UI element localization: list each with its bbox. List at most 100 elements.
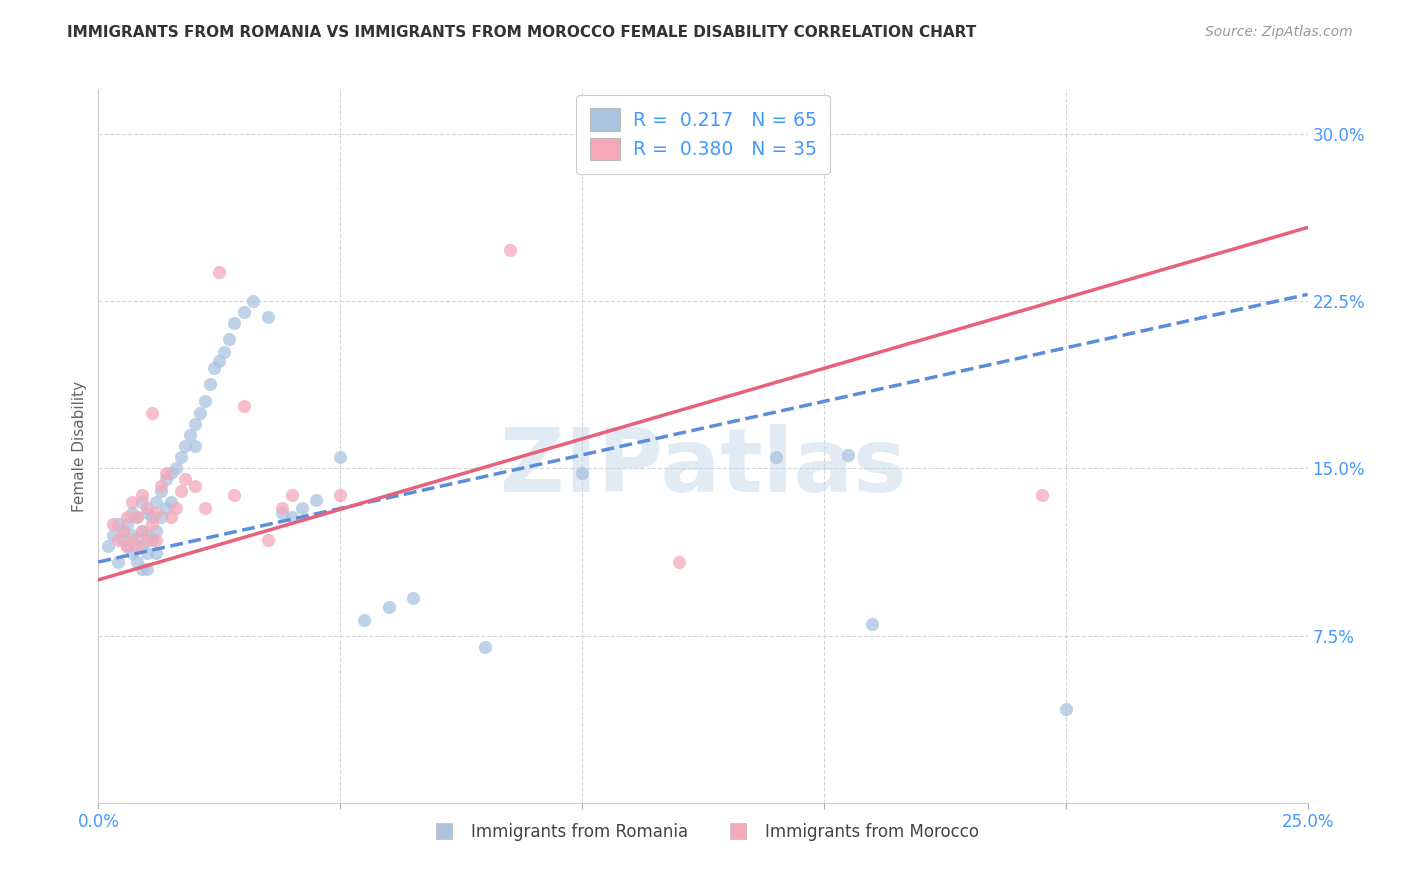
- Point: [377, 599, 399, 614]
- Legend: Immigrants from Romania, Immigrants from Morocco: Immigrants from Romania, Immigrants from…: [420, 817, 986, 848]
- Point: [184, 417, 207, 431]
- Point: [571, 466, 593, 480]
- Point: [169, 483, 191, 498]
- Point: [208, 354, 231, 368]
- Point: [1031, 488, 1053, 502]
- Point: [165, 501, 187, 516]
- Text: Source: ZipAtlas.com: Source: ZipAtlas.com: [1205, 25, 1353, 39]
- Point: [222, 316, 245, 330]
- Point: [141, 533, 163, 547]
- Point: [101, 516, 124, 531]
- Point: [668, 555, 690, 569]
- Point: [271, 501, 294, 516]
- Point: [329, 488, 352, 502]
- Point: [860, 617, 883, 632]
- Point: [194, 501, 217, 516]
- Point: [188, 405, 211, 419]
- Point: [111, 533, 134, 547]
- Point: [141, 510, 163, 524]
- Point: [131, 562, 153, 576]
- Point: [150, 483, 173, 498]
- Point: [305, 492, 328, 507]
- Point: [668, 153, 690, 168]
- Point: [174, 439, 197, 453]
- Point: [160, 466, 183, 480]
- Point: [117, 539, 139, 553]
- Point: [184, 439, 207, 453]
- Point: [150, 510, 173, 524]
- Point: [155, 473, 177, 487]
- Point: [127, 539, 149, 553]
- Point: [474, 640, 496, 654]
- Point: [179, 427, 201, 442]
- Point: [131, 488, 153, 502]
- Point: [160, 510, 183, 524]
- Point: [101, 528, 124, 542]
- Point: [111, 524, 134, 538]
- Point: [107, 516, 129, 531]
- Point: [121, 494, 143, 508]
- Text: IMMIGRANTS FROM ROMANIA VS IMMIGRANTS FROM MOROCCO FEMALE DISABILITY CORRELATION: IMMIGRANTS FROM ROMANIA VS IMMIGRANTS FR…: [67, 25, 977, 40]
- Point: [127, 533, 149, 547]
- Point: [174, 473, 197, 487]
- Point: [498, 243, 520, 257]
- Point: [135, 501, 157, 516]
- Point: [121, 533, 143, 547]
- Point: [127, 510, 149, 524]
- Point: [281, 488, 304, 502]
- Point: [208, 265, 231, 279]
- Point: [281, 510, 304, 524]
- Point: [121, 546, 143, 560]
- Point: [290, 501, 312, 516]
- Point: [127, 510, 149, 524]
- Point: [135, 528, 157, 542]
- Point: [198, 376, 221, 391]
- Point: [97, 539, 120, 553]
- Point: [242, 293, 264, 308]
- Point: [107, 555, 129, 569]
- Point: [184, 479, 207, 493]
- Y-axis label: Female Disability: Female Disability: [72, 380, 87, 512]
- Point: [131, 524, 153, 538]
- Point: [232, 305, 254, 319]
- Point: [155, 501, 177, 516]
- Point: [1054, 702, 1077, 716]
- Point: [121, 528, 143, 542]
- Point: [145, 506, 167, 520]
- Point: [127, 555, 149, 569]
- Point: [131, 539, 153, 553]
- Point: [141, 516, 163, 531]
- Point: [160, 494, 183, 508]
- Point: [194, 394, 217, 409]
- Point: [145, 533, 167, 547]
- Point: [135, 533, 157, 547]
- Point: [107, 533, 129, 547]
- Point: [111, 524, 134, 538]
- Point: [131, 494, 153, 508]
- Point: [271, 506, 294, 520]
- Point: [232, 399, 254, 413]
- Point: [145, 524, 167, 538]
- Point: [145, 546, 167, 560]
- Point: [353, 613, 375, 627]
- Point: [121, 506, 143, 520]
- Point: [169, 450, 191, 464]
- Point: [837, 448, 859, 462]
- Point: [131, 524, 153, 538]
- Point: [212, 345, 235, 359]
- Point: [117, 516, 139, 531]
- Point: [141, 405, 163, 419]
- Point: [256, 310, 278, 324]
- Point: [165, 461, 187, 475]
- Point: [222, 488, 245, 502]
- Point: [256, 533, 278, 547]
- Point: [218, 332, 240, 346]
- Point: [204, 360, 226, 375]
- Point: [135, 546, 157, 560]
- Point: [765, 450, 787, 464]
- Point: [117, 539, 139, 553]
- Point: [135, 562, 157, 576]
- Point: [155, 466, 177, 480]
- Point: [150, 479, 173, 493]
- Point: [402, 591, 425, 605]
